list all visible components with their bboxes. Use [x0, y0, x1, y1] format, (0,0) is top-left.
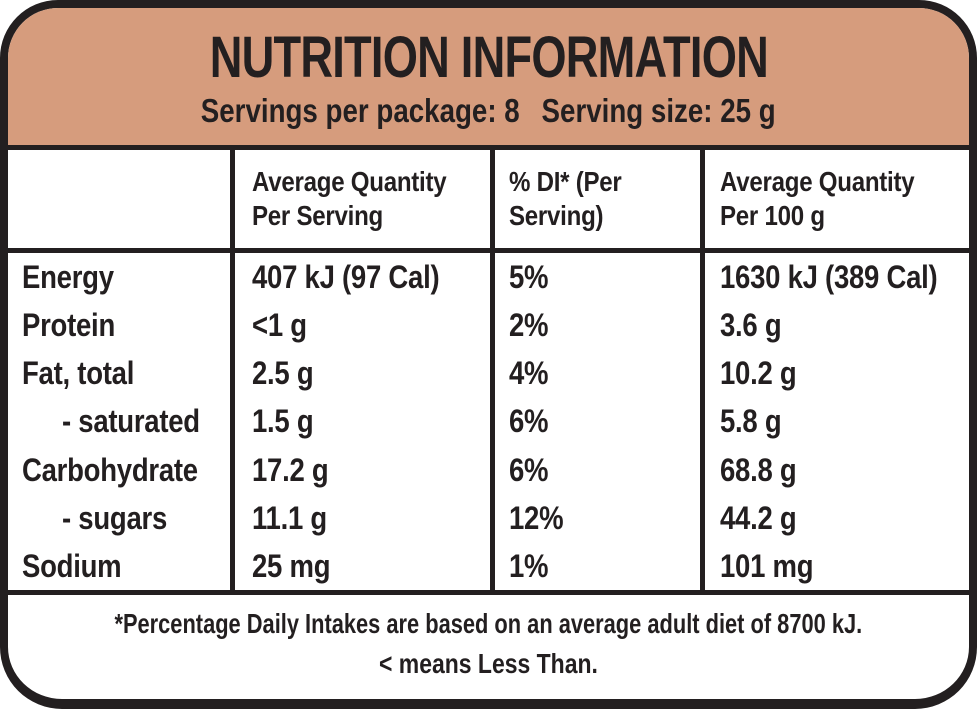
table-row-value: 25 mg — [235, 541, 495, 590]
per-100g-value: 3.6 g — [720, 307, 782, 344]
per-100g-value: 101 mg — [720, 547, 814, 584]
table-row-value: 6% — [495, 445, 705, 494]
table-body: Energy 407 kJ (97 Cal) 5% 1630 kJ (389 C… — [8, 253, 969, 590]
table-row-value: 12% — [495, 493, 705, 542]
table-header-row: Average Quantity Per Serving % DI* (Per … — [8, 150, 969, 253]
nutrient-name: Protein — [22, 307, 116, 344]
column-header-daily-intake: % DI* (Per Serving) — [495, 150, 705, 248]
per-serving-value: 17.2 g — [252, 451, 329, 488]
table-row-value: 2% — [495, 301, 705, 350]
column-header-line: Per Serving — [252, 200, 384, 231]
per-100g-value: 1630 kJ (389 Cal) — [720, 259, 938, 296]
table-row-value: 44.2 g — [705, 499, 969, 536]
per-100g-value: 68.8 g — [720, 451, 797, 488]
di-value: 5% — [509, 259, 549, 296]
table-row-value: 68.8 g — [705, 451, 969, 488]
di-value: 6% — [509, 403, 549, 440]
column-header-line: % DI* (Per — [509, 165, 622, 197]
di-value: 1% — [509, 547, 549, 584]
table-row-value: 5% — [495, 253, 705, 302]
column-header-line: Average Quantity — [720, 165, 915, 197]
per-100g-value: 44.2 g — [720, 499, 797, 536]
table-row-value: <1 g — [235, 301, 495, 350]
per-serving-value: 1.5 g — [252, 403, 314, 440]
di-value: 12% — [509, 499, 564, 536]
table-row-nutrient: Energy — [8, 253, 235, 302]
table-row-value: 2.5 g — [235, 349, 495, 398]
footnote-less-than: < means Less Than. — [379, 648, 598, 679]
per-serving-value: <1 g — [252, 307, 307, 344]
table-row-value: 3.6 g — [705, 307, 969, 344]
table-row-nutrient: Carbohydrate — [8, 445, 235, 494]
serving-info: Servings per package: 8 Serving size: 25… — [201, 94, 776, 127]
label-header: NUTRITION INFORMATION Servings per packa… — [8, 8, 969, 150]
label-title: NUTRITION INFORMATION — [209, 24, 768, 90]
column-header-blank — [8, 150, 235, 248]
table-row-nutrient: Fat, total — [8, 349, 235, 398]
nutrient-name: Energy — [22, 259, 114, 296]
table-row-value: 17.2 g — [235, 445, 495, 494]
per-serving-value: 407 kJ (97 Cal) — [252, 259, 440, 296]
table-row-value: 1630 kJ (389 Cal) — [705, 259, 969, 296]
per-serving-value: 11.1 g — [252, 499, 327, 536]
table-row-value: 407 kJ (97 Cal) — [235, 253, 495, 302]
table-row-value: 1% — [495, 541, 705, 590]
table-row-nutrient: Protein — [8, 301, 235, 350]
table-row-value: 5.8 g — [705, 403, 969, 440]
per-serving-value: 2.5 g — [252, 355, 314, 392]
per-100g-value: 10.2 g — [720, 355, 797, 392]
column-header-line: Serving) — [509, 200, 604, 231]
table-row-nutrient: - sugars — [8, 493, 235, 542]
servings-per-package: Servings per package: 8 — [201, 91, 520, 129]
di-value: 2% — [509, 307, 549, 344]
column-header-per-100g: Average Quantity Per 100 g — [705, 150, 969, 248]
table-row-value: 6% — [495, 397, 705, 446]
nutrient-name: Sodium — [22, 547, 122, 584]
nutrient-name: - saturated — [62, 403, 200, 440]
column-header-per-serving: Average Quantity Per Serving — [235, 150, 495, 248]
table-row-value: 1.5 g — [235, 397, 495, 446]
column-header-line: Average Quantity — [252, 165, 447, 197]
di-value: 6% — [509, 451, 549, 488]
column-header-line: Per 100 g — [720, 200, 825, 231]
table-row-nutrient: Sodium — [8, 541, 235, 590]
table-row-value: 10.2 g — [705, 355, 969, 392]
footnote-daily-intake: *Percentage Daily Intakes are based on a… — [114, 608, 863, 639]
table-row-nutrient: - saturated — [8, 397, 235, 446]
nutrient-name: Carbohydrate — [22, 451, 198, 488]
footnote: *Percentage Daily Intakes are based on a… — [8, 590, 969, 699]
per-serving-value: 25 mg — [252, 547, 331, 584]
table-row-value: 11.1 g — [235, 493, 495, 542]
di-value: 4% — [509, 355, 549, 392]
serving-size: Serving size: 25 g — [541, 91, 776, 129]
table-row-value: 101 mg — [705, 547, 969, 584]
table-row-value: 4% — [495, 349, 705, 398]
per-100g-value: 5.8 g — [720, 403, 782, 440]
nutrient-name: - sugars — [62, 499, 168, 536]
nutrient-name: Fat, total — [22, 355, 135, 392]
